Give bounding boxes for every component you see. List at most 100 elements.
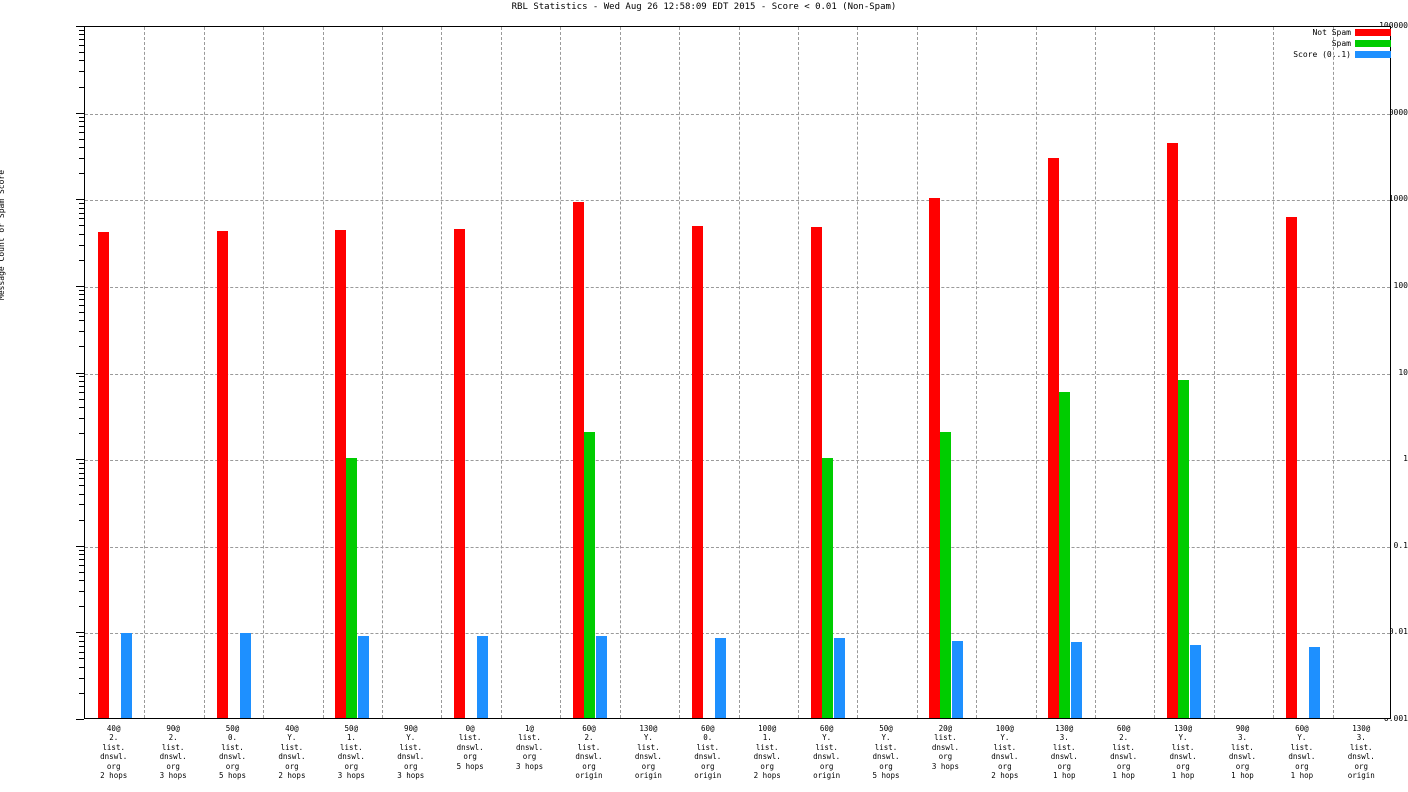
x-tick-label-line: list. <box>1290 742 1314 752</box>
x-tick-label-line: org <box>403 761 418 771</box>
x-tick-label-line: dnswl. <box>1169 752 1197 762</box>
x-tick-label-line: 2. <box>1119 733 1129 743</box>
bar-not-spam[interactable] <box>929 198 941 718</box>
x-tick-label: 1@ list. dnswl. org 3 hops <box>500 724 559 771</box>
bar-group[interactable] <box>501 27 964 718</box>
x-tick-label-line: org <box>1354 761 1369 771</box>
y-tick-minor <box>79 580 84 582</box>
y-tick-label: 0.1 <box>1393 540 1408 550</box>
bar-group[interactable] <box>1036 27 1095 718</box>
bar-group[interactable] <box>857 27 916 718</box>
horizontal-gridline <box>85 286 1390 288</box>
bar-not-spam[interactable] <box>572 202 584 718</box>
bar-group[interactable] <box>1095 27 1154 718</box>
x-tick-label-line: list. <box>815 742 838 752</box>
bar-spam[interactable] <box>583 432 595 718</box>
bar-spam[interactable] <box>1059 392 1071 718</box>
x-tick-label-line: org <box>1295 761 1309 771</box>
bar-not-spam[interactable] <box>1167 142 1179 718</box>
bar-group[interactable] <box>1214 27 1273 718</box>
x-tick-label-line: dnswl. <box>753 752 781 762</box>
x-tick-label-line: dnswl. <box>516 742 544 752</box>
vertical-gridline <box>857 27 859 718</box>
x-tick-label-line: 1 hop <box>1171 771 1195 781</box>
x-tick-label-line: 130@ <box>1174 724 1193 733</box>
bar-not-spam[interactable] <box>216 231 228 718</box>
bar-score[interactable] <box>1071 641 1083 718</box>
x-tick-label-line: list. <box>1171 742 1195 752</box>
bar-group[interactable] <box>144 27 251 718</box>
bar-group[interactable] <box>85 27 144 718</box>
bar-score[interactable] <box>1308 647 1320 718</box>
x-tick-label: 130@ Y. list. dnswl. org 1 hop <box>1153 724 1212 780</box>
x-tick-label-line: dnswl. <box>218 752 247 762</box>
x-tick-label-line: list. <box>458 733 482 743</box>
x-tick-label-line: dnswl. <box>100 752 128 762</box>
bar-group[interactable] <box>798 27 857 718</box>
x-tick-label-line: origin <box>1347 771 1375 781</box>
y-tick-minor <box>79 493 84 495</box>
bar-spam[interactable] <box>346 458 358 718</box>
x-tick-label-line: list. <box>755 742 779 752</box>
bar-group[interactable] <box>204 27 370 718</box>
bar-group[interactable] <box>1154 27 1213 718</box>
bar-score[interactable] <box>477 635 489 718</box>
x-tick-label-line: org <box>106 761 121 771</box>
x-tick-label-line: org <box>522 752 537 762</box>
x-tick-label-line: list. <box>874 742 898 752</box>
bar-score[interactable] <box>952 640 964 718</box>
x-tick-label-line: 90@ <box>403 724 418 733</box>
bar-score[interactable] <box>595 636 607 718</box>
x-tick-label-line: list. <box>1112 742 1135 752</box>
bar-score[interactable] <box>239 632 251 718</box>
vertical-gridline <box>203 27 205 718</box>
bar-not-spam[interactable] <box>97 231 109 718</box>
bar-group[interactable] <box>382 27 726 718</box>
bar-group[interactable] <box>1333 27 1390 718</box>
bar-group[interactable] <box>679 27 1320 718</box>
y-tick-minor <box>79 225 84 227</box>
x-tick-label-line: 40@ <box>285 724 299 733</box>
bar-group[interactable] <box>739 27 798 718</box>
bar-score[interactable] <box>1190 645 1202 718</box>
bar-not-spam[interactable] <box>1285 217 1297 718</box>
vertical-gridline <box>1154 27 1156 718</box>
bar-group[interactable] <box>620 27 1202 718</box>
bar-score[interactable] <box>833 637 845 718</box>
bar-spam[interactable] <box>821 458 833 718</box>
x-tick-label-line: list. <box>102 742 125 752</box>
horizontal-gridline <box>85 113 1390 115</box>
y-tick-minor <box>79 677 84 679</box>
bar-group[interactable] <box>263 27 489 718</box>
bar-group[interactable] <box>323 27 607 718</box>
bar-not-spam[interactable] <box>810 226 822 718</box>
bar-group[interactable] <box>1273 27 1332 718</box>
bar-group[interactable] <box>976 27 1035 718</box>
y-tick-minor <box>79 29 84 31</box>
bar-group[interactable] <box>560 27 1083 718</box>
y-tick-minor <box>79 157 84 159</box>
legend-swatch-not-spam <box>1355 29 1391 36</box>
bar-spam[interactable] <box>1178 379 1190 718</box>
x-tick-label-line: org <box>879 761 893 771</box>
y-tick-minor <box>79 692 84 694</box>
y-tick-minor <box>79 571 84 573</box>
x-tick-label: 40@ 2. list. dnswl. org 2 hops <box>84 724 143 780</box>
bar-not-spam[interactable] <box>335 229 347 718</box>
bar-group[interactable] <box>441 27 845 718</box>
y-tick-label: 1 <box>1403 454 1408 464</box>
x-tick-label-line: 3 hops <box>516 761 544 771</box>
bar-not-spam[interactable] <box>1048 157 1060 718</box>
bar-not-spam[interactable] <box>691 225 703 718</box>
bar-group[interactable] <box>917 27 976 718</box>
bar-score[interactable] <box>714 637 726 718</box>
bar-not-spam[interactable] <box>454 229 466 718</box>
bar-score[interactable] <box>120 632 132 718</box>
bar-spam[interactable] <box>940 432 952 718</box>
x-tick-label-line: list. <box>280 742 304 752</box>
x-tick-label-line: 90@ <box>1235 724 1250 733</box>
bar-score[interactable] <box>358 635 370 718</box>
x-tick-label-line: org <box>166 761 180 771</box>
x-tick-label-line: dnswl. <box>1347 752 1375 762</box>
